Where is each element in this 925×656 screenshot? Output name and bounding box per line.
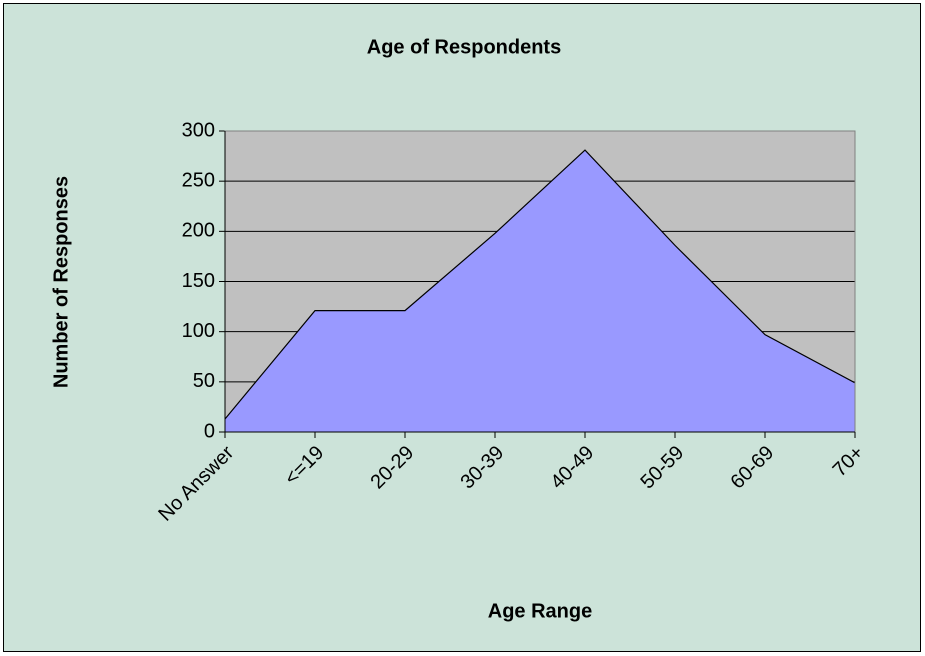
y-tick-label: 250 (182, 169, 215, 191)
area (225, 150, 855, 432)
y-tick-label: 0 (204, 420, 215, 442)
y-axis-label: Number of Responses (50, 176, 72, 388)
y-tick-label: 200 (182, 220, 215, 242)
chart-title: Age of Respondents (367, 36, 561, 58)
y-tick-label: 50 (193, 370, 215, 392)
y-tick-label: 150 (182, 270, 215, 292)
y-tick-label: 100 (182, 320, 215, 342)
area-outline (224, 149, 856, 420)
x-axis-label: Age Range (488, 600, 592, 622)
y-tick-label: 300 (182, 119, 215, 141)
